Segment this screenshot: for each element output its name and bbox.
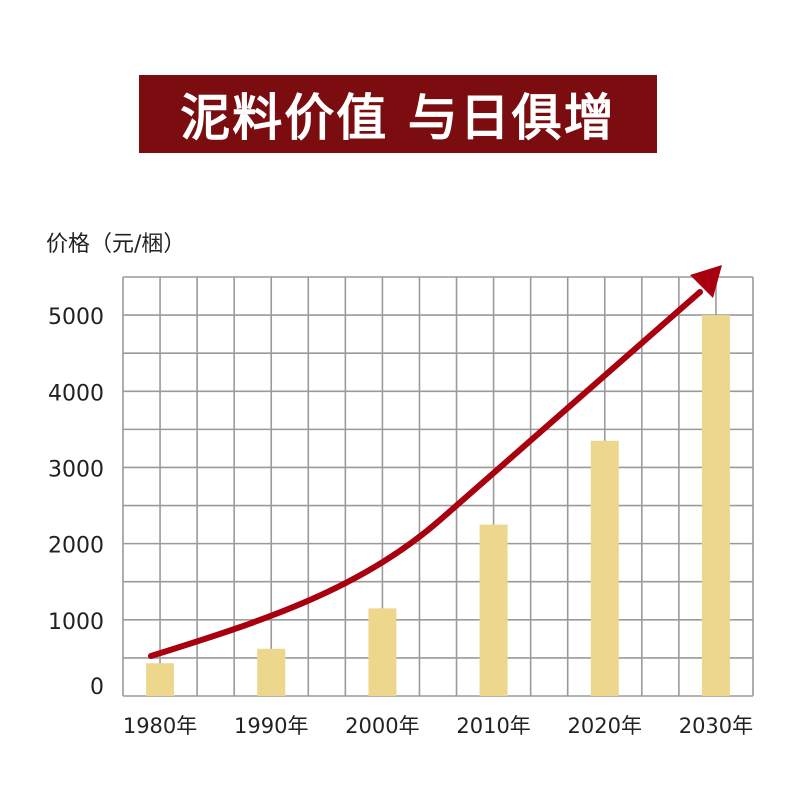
y-tick-label: 3000	[48, 457, 104, 482]
bar-2000年	[368, 608, 397, 696]
x-tick-label: 2020年	[568, 714, 642, 738]
bar-2030年	[701, 315, 730, 696]
x-tick-label: 2010年	[456, 714, 530, 738]
bar-1980年	[146, 663, 175, 696]
title-banner: 泥料价值 与日俱增	[139, 75, 657, 153]
x-tick-label: 2000年	[345, 714, 419, 738]
y-tick-label: 4000	[48, 381, 104, 406]
bar-1990年	[257, 648, 286, 696]
y-tick-label: 1000	[48, 610, 104, 635]
y-tick-label: 2000	[48, 534, 104, 559]
x-tick-label: 2030年	[679, 714, 753, 738]
trend-arrow-line	[148, 289, 703, 659]
bar-2010年	[479, 524, 508, 696]
chart-title: 泥料价值 与日俱增	[180, 88, 616, 147]
y-tick-label: 0	[90, 675, 104, 700]
y-tick-label: 5000	[48, 305, 104, 330]
x-tick-label: 1990年	[234, 714, 308, 738]
bar-2020年	[590, 440, 619, 696]
x-tick-label: 1980年	[123, 714, 197, 738]
y-axis-label: 价格（元/梱）	[46, 232, 186, 257]
trend-arrow-head-icon	[690, 265, 722, 298]
